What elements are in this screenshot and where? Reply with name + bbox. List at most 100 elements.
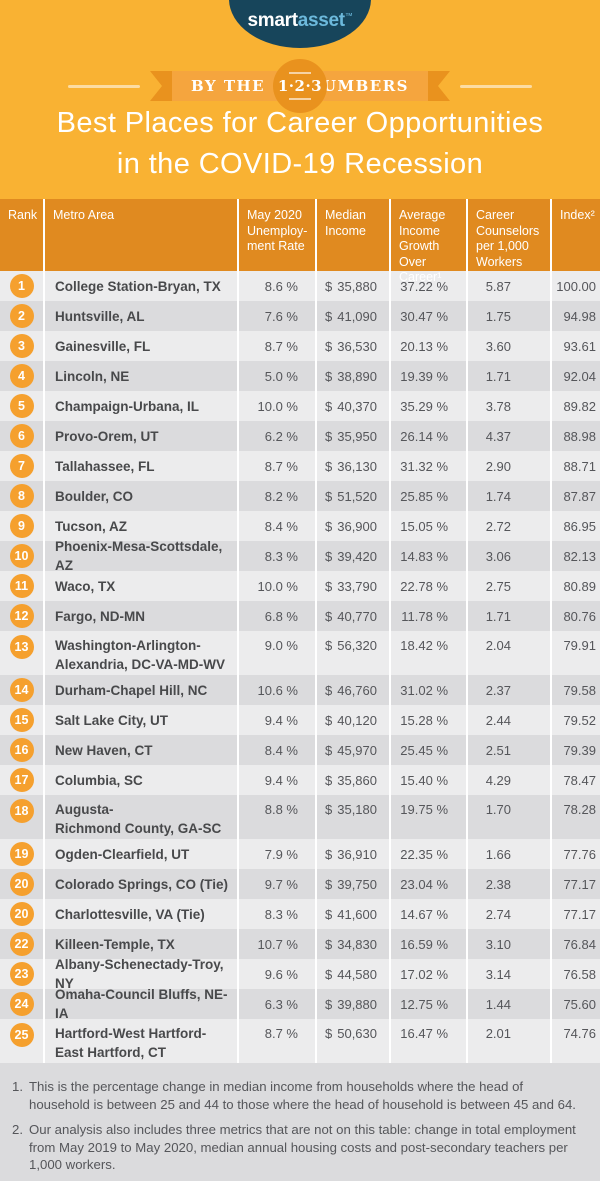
unemployment-value: 8.3 % — [264, 548, 298, 564]
counselors-cell: 2.44 — [466, 705, 550, 735]
growth-value: 15.28 % — [400, 712, 448, 728]
rank-badge: 2 — [9, 304, 34, 328]
income-cell: $36,910 — [315, 839, 389, 869]
currency-symbol: $ — [325, 742, 333, 758]
unemployment-cell: 9.7 % — [237, 869, 315, 899]
currency-symbol: $ — [325, 638, 333, 653]
counselors-value: 2.38 — [485, 876, 511, 892]
counselors-value: 5.87 — [485, 278, 511, 294]
metro-cell: Augusta- Richmond County, GA-SC — [43, 795, 237, 839]
rank-cell: 12 — [0, 601, 43, 631]
index-cell: 79.91 — [550, 631, 600, 675]
rank-cell: 18 — [0, 795, 43, 839]
index-cell: 77.17 — [550, 899, 600, 929]
metro-name: New Haven, CT — [55, 742, 153, 758]
counselors-value: 2.44 — [485, 712, 511, 728]
index-value: 74.76 — [563, 1026, 596, 1041]
growth-cell: 25.85 % — [389, 481, 466, 511]
counselors-value: 4.37 — [485, 428, 511, 444]
metro-name: Lincoln, NE — [55, 368, 130, 384]
metro-cell: Tucson, AZ — [43, 511, 237, 541]
rank-cell: 23 — [0, 959, 43, 989]
index-cell: 100.00 — [550, 271, 600, 301]
growth-cell: 31.02 % — [389, 675, 466, 705]
unemployment-cell: 10.7 % — [237, 929, 315, 959]
page-title-line2: in the COVID-19 Recession — [116, 148, 484, 180]
footnote-2-text: Our analysis also includes three metrics… — [29, 1122, 576, 1172]
unemployment-cell: 8.4 % — [237, 511, 315, 541]
index-cell: 80.89 — [550, 571, 600, 601]
income-cell: $41,090 — [315, 301, 389, 331]
metro-name: Salt Lake City, UT — [55, 712, 169, 728]
income-value: 39,750 — [337, 876, 377, 892]
rank-badge: 10 — [9, 544, 34, 568]
unemployment-cell: 8.4 % — [237, 735, 315, 765]
growth-value: 14.67 % — [400, 906, 448, 922]
metro-name: Durham-Chapel Hill, NC — [55, 682, 208, 698]
income-cell: $51,520 — [315, 481, 389, 511]
currency-symbol: $ — [325, 772, 333, 788]
metro-cell: Gainesville, FL — [43, 331, 237, 361]
currency-symbol: $ — [325, 1026, 333, 1041]
index-cell: 74.76 — [550, 1019, 600, 1063]
index-value: 77.17 — [563, 906, 596, 922]
index-cell: 79.58 — [550, 675, 600, 705]
income-value: 34,830 — [337, 936, 377, 952]
rank-badge: 23 — [9, 962, 34, 986]
column-header-career-counselors: Career Counselors per 1,000 Workers — [466, 199, 550, 271]
table-row: 9 Tucson, AZ 8.4 % $36,900 15.05 % 2.72 86.95 — [0, 511, 600, 541]
growth-cell: 14.83 % — [389, 541, 466, 571]
rank-cell: 17 — [0, 765, 43, 795]
hero-section: smartasset™ BY THE NUMBERS 1·2·3 Best Pl… — [0, 0, 600, 199]
counselors-value: 2.37 — [485, 682, 511, 698]
counselors-cell: 2.38 — [466, 869, 550, 899]
rank-badge: 5 — [9, 394, 34, 418]
index-value: 77.76 — [563, 846, 596, 862]
rank-cell: 5 — [0, 391, 43, 421]
income-value: 51,520 — [337, 488, 377, 504]
growth-value: 31.02 % — [400, 682, 448, 698]
rank-badge: 7 — [9, 454, 34, 478]
currency-symbol: $ — [325, 712, 333, 728]
income-value: 33,790 — [337, 578, 377, 594]
income-value: 35,950 — [337, 428, 377, 444]
growth-value: 22.35 % — [400, 846, 448, 862]
rank-badge: 12 — [9, 604, 34, 628]
column-header-index: Index² — [550, 199, 600, 271]
rank-badge: 11 — [9, 574, 34, 598]
currency-symbol: $ — [325, 682, 333, 698]
metro-name: College Station-Bryan, TX — [55, 278, 221, 294]
growth-value: 15.40 % — [400, 772, 448, 788]
growth-value: 19.39 % — [400, 368, 448, 384]
index-value: 75.60 — [563, 996, 596, 1012]
table-row: 20 Colorado Springs, CO (Tie) 9.7 % $39,750… — [0, 869, 600, 899]
page-title: Best Places for Career Opportunities in … — [0, 103, 600, 185]
counselors-value: 1.74 — [485, 488, 511, 504]
unemployment-cell: 8.6 % — [237, 271, 315, 301]
table-row: 18 Augusta- Richmond County, GA-SC 8.8 % $3… — [0, 795, 600, 839]
unemployment-value: 9.0 % — [264, 638, 298, 653]
income-value: 56,320 — [337, 638, 377, 653]
unemployment-value: 10.0 % — [257, 398, 298, 414]
banner-text-by-the: BY THE — [191, 77, 266, 95]
table-row: 6 Provo-Orem, UT 6.2 % $35,950 26.14 % 4.37 88… — [0, 421, 600, 451]
income-value: 36,900 — [337, 518, 377, 534]
income-value: 41,090 — [337, 308, 377, 324]
index-cell: 78.47 — [550, 765, 600, 795]
income-cell: $40,370 — [315, 391, 389, 421]
growth-value: 23.04 % — [400, 876, 448, 892]
unemployment-value: 8.7 % — [264, 458, 298, 474]
metro-cell: Ogden-Clearfield, UT — [43, 839, 237, 869]
index-cell: 77.76 — [550, 839, 600, 869]
metro-cell: Washington-Arlington- Alexandria, DC-VA-… — [43, 631, 237, 675]
index-value: 80.89 — [563, 578, 596, 594]
table-row: 17 Columbia, SC 9.4 % $35,860 15.40 % 4.29 78.… — [0, 765, 600, 795]
rank-badge: 1 — [9, 274, 34, 298]
index-cell: 88.71 — [550, 451, 600, 481]
unemployment-value: 8.7 % — [264, 1026, 298, 1041]
income-cell: $36,130 — [315, 451, 389, 481]
unemployment-value: 9.7 % — [264, 876, 298, 892]
growth-value: 16.59 % — [400, 936, 448, 952]
rank-badge: 3 — [9, 334, 34, 358]
index-value: 77.17 — [563, 876, 596, 892]
